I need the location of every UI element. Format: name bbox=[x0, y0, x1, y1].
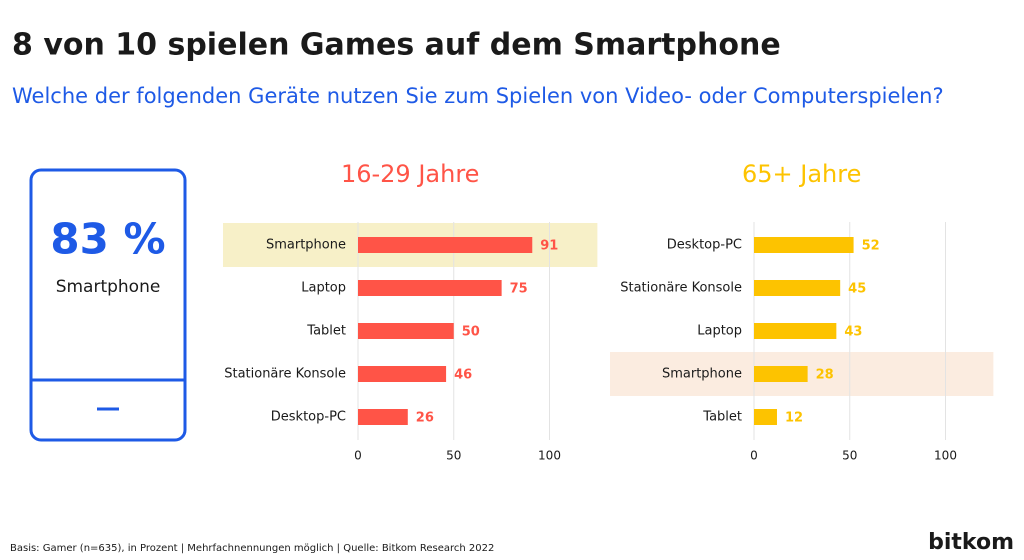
bar bbox=[358, 280, 502, 296]
phone-outline bbox=[29, 168, 187, 442]
title: 8 von 10 spielen Games auf dem Smartphon… bbox=[12, 28, 781, 63]
kpi-caption: Smartphone bbox=[56, 277, 161, 297]
x-tick-label: 100 bbox=[934, 449, 957, 463]
y-tick-label: Stationäre Konsole bbox=[224, 367, 346, 382]
chart-title: 16-29 Jahre bbox=[341, 160, 479, 188]
y-tick-label: Tablet bbox=[306, 324, 346, 339]
value-label: 52 bbox=[862, 239, 880, 254]
bar bbox=[358, 366, 447, 382]
bar bbox=[754, 237, 854, 253]
x-tick-label: 0 bbox=[354, 449, 362, 463]
x-tick-label: 50 bbox=[842, 449, 857, 463]
value-label: 28 bbox=[816, 368, 834, 383]
bar bbox=[358, 237, 533, 253]
x-tick-label: 0 bbox=[750, 449, 758, 463]
chart-title: 65+ Jahre bbox=[742, 160, 861, 188]
y-tick-label: Laptop bbox=[697, 324, 742, 339]
x-tick-label: 50 bbox=[446, 449, 461, 463]
y-tick-label: Smartphone bbox=[662, 367, 742, 382]
value-label: 12 bbox=[785, 411, 803, 426]
bar bbox=[358, 409, 408, 425]
value-label: 46 bbox=[454, 368, 472, 383]
footer: Basis: Gamer (n=635), in Prozent | Mehrf… bbox=[10, 543, 494, 554]
value-label: 91 bbox=[540, 239, 558, 254]
value-label: 43 bbox=[844, 325, 862, 340]
x-tick-label: 100 bbox=[538, 449, 561, 463]
bar bbox=[754, 280, 841, 296]
y-tick-label: Laptop bbox=[301, 281, 346, 296]
y-tick-label: Desktop-PC bbox=[271, 410, 346, 425]
y-tick-label: Smartphone bbox=[266, 238, 346, 253]
bar bbox=[754, 323, 837, 339]
subtitle: Welche der folgenden Geräte nutzen Sie z… bbox=[12, 84, 944, 108]
value-label: 75 bbox=[510, 282, 528, 297]
bar bbox=[358, 323, 454, 339]
logo: bitkom bbox=[928, 530, 1014, 555]
kpi-value: 83 % bbox=[50, 215, 165, 264]
bar bbox=[754, 409, 777, 425]
y-tick-label: Desktop-PC bbox=[667, 238, 742, 253]
value-label: 26 bbox=[416, 411, 434, 426]
value-label: 45 bbox=[848, 282, 866, 297]
value-label: 50 bbox=[462, 325, 480, 340]
bar bbox=[754, 366, 808, 382]
y-tick-label: Tablet bbox=[702, 410, 742, 425]
y-tick-label: Stationäre Konsole bbox=[620, 281, 742, 296]
